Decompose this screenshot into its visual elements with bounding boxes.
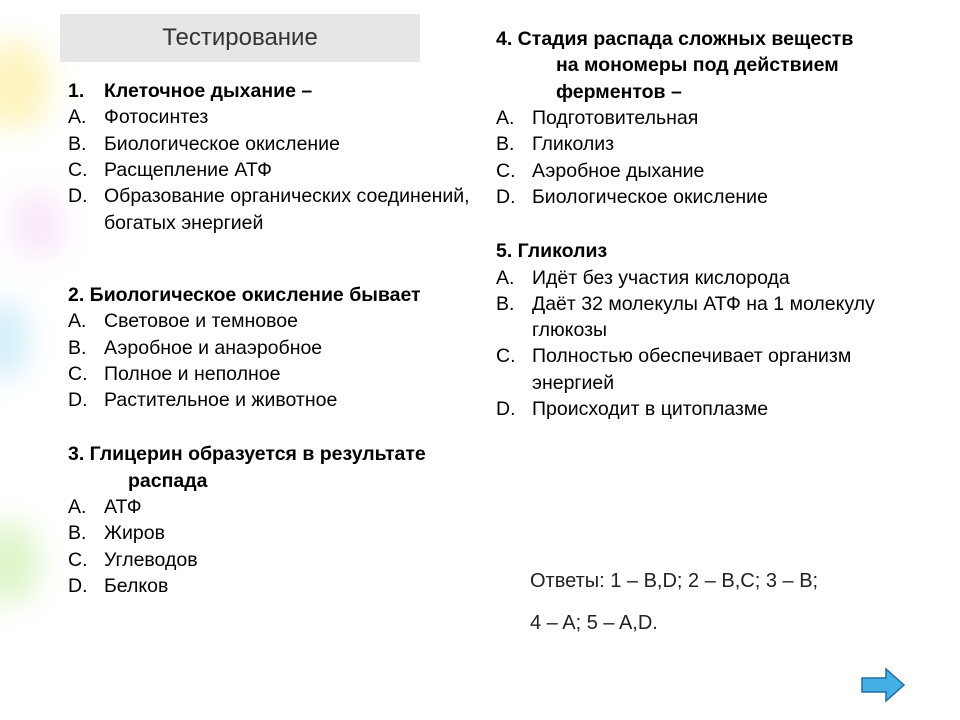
option-label: A. bbox=[68, 104, 104, 130]
right-column: 4. Стадия распада сложных веществ на мон… bbox=[496, 26, 936, 450]
option-label: A. bbox=[68, 308, 104, 334]
option-text: Аэробное и анаэробное bbox=[104, 335, 488, 361]
decor-balloon bbox=[10, 190, 65, 260]
option-label: D. bbox=[496, 396, 532, 422]
option-label: D. bbox=[68, 573, 104, 599]
question-text: Клеточное дыхание – bbox=[104, 78, 488, 104]
question-text-cont: на мономеры под действием bbox=[496, 52, 936, 78]
option-text: Аэробное дыхание bbox=[532, 158, 936, 184]
option-label: B. bbox=[68, 131, 104, 157]
option-label: C. bbox=[68, 157, 104, 183]
option-text: Образование органических соединений, бог… bbox=[104, 183, 488, 236]
option-text: Жиров bbox=[104, 520, 488, 546]
option-label: A. bbox=[496, 265, 532, 291]
question-text: 4. Стадия распада сложных веществ bbox=[496, 26, 936, 52]
next-slide-button[interactable] bbox=[860, 666, 906, 704]
question-text-cont: распада bbox=[68, 468, 488, 494]
decor-balloon bbox=[0, 300, 30, 380]
option-text: Гликолиз bbox=[532, 131, 936, 157]
arrow-right-icon bbox=[860, 666, 906, 704]
option-label: C. bbox=[496, 158, 532, 184]
question-text: 3. Глицерин образуется в результате bbox=[68, 441, 488, 467]
option-text: Белков bbox=[104, 573, 488, 599]
option-text: Биологическое окисление bbox=[104, 131, 488, 157]
option-label: D. bbox=[68, 183, 104, 236]
decor-balloon bbox=[0, 520, 40, 605]
question-text-cont: ферментов – bbox=[496, 79, 936, 105]
option-text: АТФ bbox=[104, 494, 488, 520]
slide-title: Тестирование bbox=[162, 24, 318, 52]
option-text: Полностью обеспечивает организм энергией bbox=[532, 343, 936, 396]
option-label: B. bbox=[68, 520, 104, 546]
option-label: B. bbox=[496, 131, 532, 157]
decor-balloon bbox=[0, 40, 50, 130]
option-label: A. bbox=[68, 494, 104, 520]
question-block: 4. Стадия распада сложных веществ на мон… bbox=[496, 26, 936, 210]
left-column: 1. Клеточное дыхание – A.Фотосинтез B.Би… bbox=[68, 78, 488, 627]
option-text: Углеводов bbox=[104, 547, 488, 573]
option-text: Расщепление АТФ bbox=[104, 157, 488, 183]
answers-block: Ответы: 1 – B,D; 2 – B,C; 3 – B; 4 – A; … bbox=[530, 560, 818, 644]
option-text: Даёт 32 молекулы АТФ на 1 молекулу глюко… bbox=[532, 291, 936, 344]
option-label: C. bbox=[496, 343, 532, 396]
option-label: B. bbox=[68, 335, 104, 361]
answers-line: Ответы: 1 – B,D; 2 – B,C; 3 – B; bbox=[530, 560, 818, 602]
option-text: Идёт без участия кислорода bbox=[532, 265, 936, 291]
slide-title-box: Тестирование bbox=[60, 14, 420, 62]
question-block: 3. Глицерин образуется в результате расп… bbox=[68, 441, 488, 599]
option-label: B. bbox=[496, 291, 532, 344]
option-text: Биологическое окисление bbox=[532, 184, 936, 210]
option-label: A. bbox=[496, 105, 532, 131]
question-text: 5. Гликолиз bbox=[496, 238, 936, 264]
option-label: C. bbox=[68, 547, 104, 573]
option-text: Полное и неполное bbox=[104, 361, 488, 387]
question-number: 1. bbox=[68, 78, 104, 104]
option-text: Подготовительная bbox=[532, 105, 936, 131]
option-label: D. bbox=[496, 184, 532, 210]
answers-line: 4 – A; 5 – A,D. bbox=[530, 602, 818, 644]
option-text: Происходит в цитоплазме bbox=[532, 396, 936, 422]
option-text: Световое и темновое bbox=[104, 308, 488, 334]
option-label: D. bbox=[68, 387, 104, 413]
option-label: C. bbox=[68, 361, 104, 387]
question-text: 2. Биологическое окисление бывает bbox=[68, 282, 488, 308]
question-block: 1. Клеточное дыхание – A.Фотосинтез B.Би… bbox=[68, 78, 488, 236]
option-text: Фотосинтез bbox=[104, 104, 488, 130]
question-block: 5. Гликолиз A.Идёт без участия кислорода… bbox=[496, 238, 936, 422]
question-block: 2. Биологическое окисление бывает A.Свет… bbox=[68, 282, 488, 414]
option-text: Растительное и животное bbox=[104, 387, 488, 413]
